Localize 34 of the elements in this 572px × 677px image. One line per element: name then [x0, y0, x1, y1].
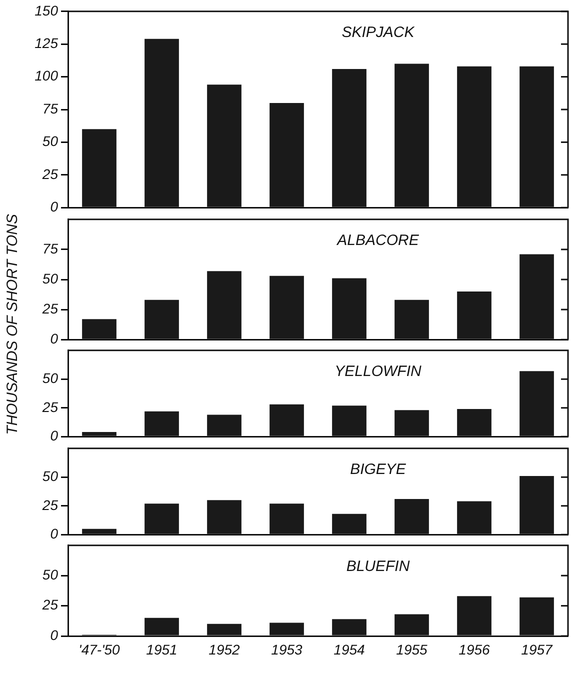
y-tick-label: 0	[50, 525, 58, 542]
y-tick-label: 25	[41, 300, 58, 316]
y-tick-label: 0	[50, 627, 58, 644]
y-tick-label: 125	[34, 34, 58, 51]
text: SKIPJACK	[342, 24, 416, 42]
x-tick-label: '47-'50	[78, 642, 120, 658]
text: ALBACORE	[336, 232, 420, 249]
y-tick-label: 0	[50, 330, 58, 346]
x-tick-label: 1951	[146, 642, 178, 658]
text: YELLOWFIN	[334, 363, 422, 380]
y-axis-title: THOUSANDS OF SHORT TONS	[4, 214, 21, 434]
y-tick-label: 25	[41, 496, 58, 513]
text: BLUEFIN	[346, 558, 410, 576]
y-tick-label: 150	[34, 2, 58, 18]
y-tick-label: 0	[50, 428, 58, 444]
y-tick-label: 25	[41, 597, 58, 614]
y-tick-label: 0	[50, 198, 58, 214]
y-tick-label: 100	[34, 68, 58, 84]
x-tick-label: 1954	[334, 642, 366, 658]
y-tick-label: 50	[42, 270, 58, 286]
x-tick-label: 1953	[271, 642, 303, 658]
text: BIGEYE	[350, 460, 407, 478]
x-tick-label: 1955	[396, 642, 428, 658]
y-tick-label: 50	[42, 133, 58, 150]
y-tick-label: 75	[42, 240, 58, 256]
x-tick-label: 1952	[208, 642, 240, 658]
x-tick-label: 1956	[458, 642, 490, 658]
y-tick-label: 25	[41, 398, 58, 415]
y-tick-label: 25	[41, 166, 58, 182]
y-tick-label: 50	[42, 566, 58, 583]
y-tick-label: 75	[42, 100, 58, 116]
x-tick-label: 1957	[521, 642, 554, 658]
y-tick-label: 50	[42, 468, 58, 484]
y-tick-label: 50	[42, 370, 58, 386]
